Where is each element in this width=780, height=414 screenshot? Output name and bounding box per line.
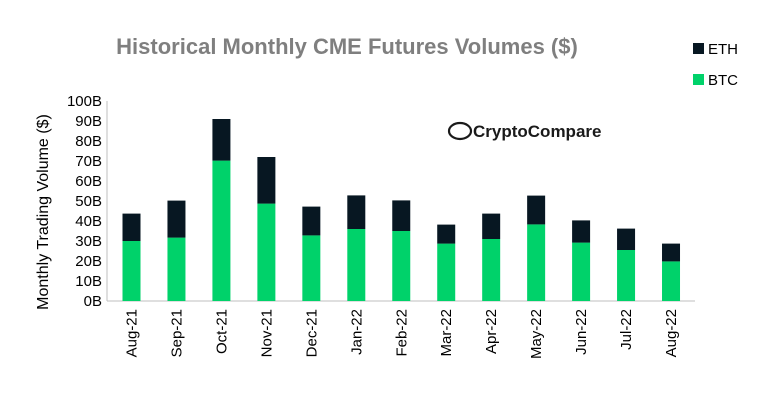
- y-tick-label: 10B: [75, 273, 102, 290]
- y-tick-label: 30B: [75, 233, 102, 250]
- legend-label-eth: ETH: [708, 41, 738, 58]
- x-tick-label: Feb-22: [393, 309, 410, 357]
- y-tick-label: 80B: [75, 133, 102, 150]
- y-tick-label: 0B: [84, 293, 102, 310]
- x-tick-label: Dec-21: [303, 309, 320, 357]
- bar-eth-oct-21: [212, 119, 231, 161]
- x-tick-label: Jul-22: [618, 309, 635, 350]
- y-axis-label: Monthly Trading Volume ($): [35, 114, 52, 310]
- bar-eth-jan-22: [347, 195, 366, 229]
- bar-btc-sep-21: [167, 237, 186, 301]
- legend-swatch-btc: [693, 74, 704, 85]
- bar-eth-feb-22: [392, 200, 411, 231]
- bar-btc-nov-21: [257, 203, 276, 301]
- legend-swatch-eth: [693, 43, 704, 54]
- x-tick-label: Nov-21: [258, 309, 275, 357]
- y-tick-label: 60B: [75, 173, 102, 190]
- bar-btc-jun-22: [572, 242, 591, 301]
- bar-eth-apr-22: [482, 213, 501, 239]
- bar-eth-aug-22: [662, 243, 681, 262]
- bar-eth-may-22: [527, 195, 546, 225]
- x-tick-label: Mar-22: [438, 309, 455, 357]
- bar-eth-jun-22: [572, 220, 591, 243]
- x-tick-label: Oct-21: [213, 309, 230, 354]
- bar-btc-dec-21: [302, 235, 321, 301]
- bar-eth-sep-21: [167, 200, 186, 238]
- x-tick-label: Jan-22: [348, 309, 365, 355]
- y-tick-label: 100B: [67, 93, 102, 110]
- bar-btc-aug-22: [662, 261, 681, 301]
- bar-eth-jul-22: [617, 228, 636, 250]
- cryptocompare-logo-icon: [447, 121, 473, 141]
- bar-btc-aug-21: [122, 241, 141, 301]
- y-tick-label: 90B: [75, 113, 102, 130]
- bar-btc-apr-22: [482, 239, 501, 301]
- bar-eth-dec-21: [302, 206, 321, 236]
- x-tick-label: Aug-22: [663, 309, 680, 357]
- legend-label-btc: BTC: [708, 72, 738, 89]
- bar-eth-aug-21: [122, 213, 141, 241]
- x-tick-label: Sep-21: [168, 309, 185, 357]
- x-tick-label: Apr-22: [483, 309, 500, 354]
- bar-eth-nov-21: [257, 157, 276, 204]
- bar-btc-oct-21: [212, 160, 231, 301]
- x-tick-label: Jun-22: [573, 309, 590, 355]
- y-tick-label: 20B: [75, 253, 102, 270]
- watermark-text: CryptoCompare: [473, 122, 601, 141]
- bar-btc-mar-22: [437, 243, 456, 301]
- chart-title: Historical Monthly CME Futures Volumes (…: [116, 34, 578, 59]
- y-tick-label: 70B: [75, 153, 102, 170]
- bar-eth-mar-22: [437, 224, 456, 244]
- x-tick-label: May-22: [528, 309, 545, 359]
- y-tick-label: 40B: [75, 213, 102, 230]
- bar-btc-jan-22: [347, 229, 366, 301]
- bar-btc-may-22: [527, 224, 546, 301]
- bar-btc-feb-22: [392, 231, 411, 301]
- bar-btc-jul-22: [617, 250, 636, 301]
- x-tick-label: Aug-21: [124, 309, 141, 357]
- watermark-logo: CryptoCompare: [447, 121, 601, 141]
- y-tick-label: 50B: [75, 193, 102, 210]
